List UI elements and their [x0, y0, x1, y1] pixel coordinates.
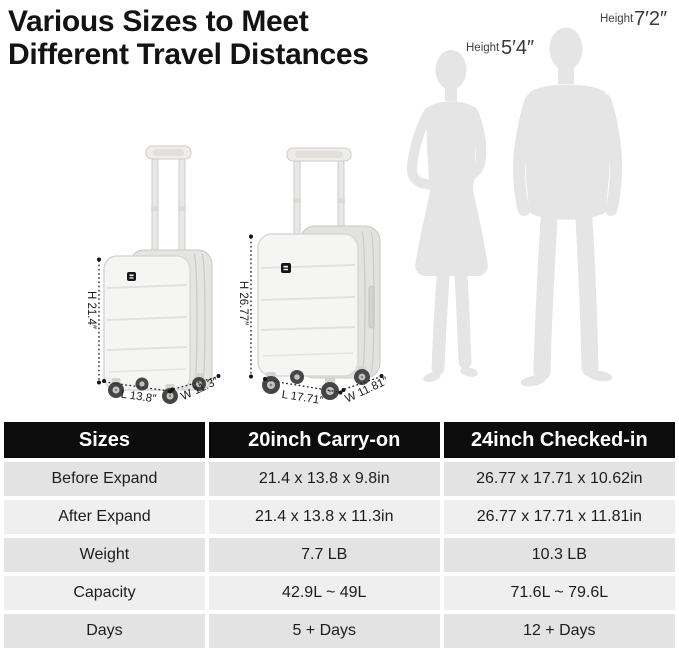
carry-on-value: 5 + Days	[208, 614, 440, 648]
woman-silhouette	[406, 50, 488, 382]
carry-on-handle	[145, 145, 192, 259]
checked-in-wheels	[262, 366, 370, 400]
table-header-checked-in: 24inch Checked-in	[443, 422, 675, 458]
carry-on-logo-badge	[127, 272, 136, 281]
table-row-after-expand: After Expand 21.4 x 13.8 x 11.3in 26.77 …	[4, 500, 675, 534]
row-label: Capacity	[4, 576, 205, 610]
carry-on-height-label: H 21.4″	[85, 291, 97, 329]
size-illustration: Height 5′4″ Height 7′2″	[85, 8, 667, 407]
checked-in-length-label: L 17.71″	[281, 389, 324, 407]
carry-on-length-label: L 13.8″	[120, 389, 157, 406]
table-row-weight: Weight 7.7 LB 10.3 LB	[4, 538, 675, 572]
checked-in-value: 10.3 LB	[443, 538, 675, 572]
man-height-annotation: Height 7′2″	[600, 8, 667, 30]
woman-height-annotation: Height 5′4″	[466, 37, 534, 59]
checked-in-suitcase: H 26.77″ L 17.71″ W 11.81″	[237, 147, 390, 407]
table-header-row: Sizes 20inch Carry-on 24inch Checked-in	[4, 422, 675, 458]
table-header-carry-on: 20inch Carry-on	[208, 422, 440, 458]
row-label: Days	[4, 614, 205, 648]
carry-on-value: 21.4 x 13.8 x 11.3in	[208, 500, 440, 534]
carry-on-value: 7.7 LB	[208, 538, 440, 572]
checked-in-value: 12 + Days	[443, 614, 675, 648]
carry-on-value: 21.4 x 13.8 x 9.8in	[208, 462, 440, 496]
table-row-before-expand: Before Expand 21.4 x 13.8 x 9.8in 26.77 …	[4, 462, 675, 496]
checked-in-value: 26.77 x 17.71 x 10.62in	[443, 462, 675, 496]
page-title-line2: Different Travel Distances	[8, 38, 369, 71]
page-title-line1: Various Sizes to Meet	[8, 5, 309, 38]
woman-height-value: 5′4″	[501, 37, 534, 59]
carry-on-value: 42.9L ~ 49L	[208, 576, 440, 610]
checked-in-logo-badge	[281, 263, 291, 273]
table-row-days: Days 5 + Days 12 + Days	[4, 614, 675, 648]
row-label: Before Expand	[4, 462, 205, 496]
checked-in-value: 26.77 x 17.71 x 11.81in	[443, 500, 675, 534]
man-height-value: 7′2″	[634, 8, 667, 30]
carry-on-dimensions: H 21.4″ L 13.8″ W 11.3″	[85, 257, 221, 406]
row-label: Weight	[4, 538, 205, 572]
man-height-label: Height	[600, 13, 634, 25]
checked-in-value: 71.6L ~ 79.6L	[443, 576, 675, 610]
woman-height-label: Height	[466, 42, 500, 54]
table-row-capacity: Capacity 42.9L ~ 49L 71.6L ~ 79.6L	[4, 576, 675, 610]
table-header-sizes: Sizes	[4, 422, 205, 458]
man-silhouette	[512, 27, 623, 387]
carry-on-suitcase: H 21.4″ L 13.8″ W 11.3″	[85, 145, 221, 406]
row-label: After Expand	[4, 500, 205, 534]
page-title: Various Sizes to Meet Different Travel D…	[8, 5, 468, 71]
size-comparison-table: Sizes 20inch Carry-on 24inch Checked-in …	[0, 418, 679, 652]
checked-in-height-label: H 26.77″	[237, 281, 249, 325]
checked-in-handle	[286, 147, 352, 237]
